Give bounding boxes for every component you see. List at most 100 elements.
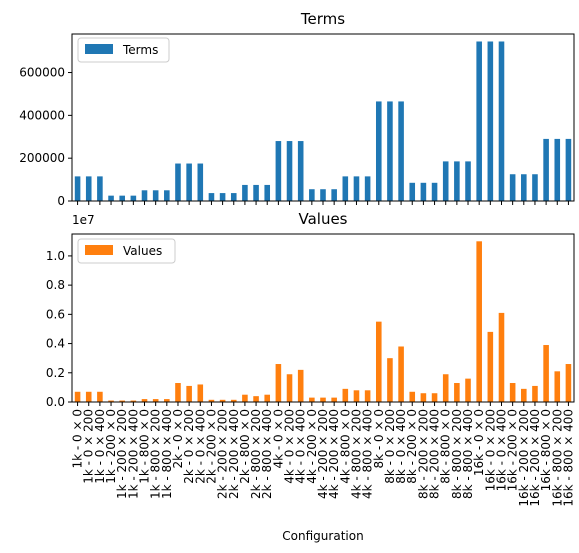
- x-tick-label: 4k - 0 × 200: [283, 409, 297, 484]
- values-bar: [521, 388, 527, 402]
- values-bar: [543, 345, 549, 402]
- terms-bar: [85, 176, 92, 201]
- terms-bar: [219, 193, 226, 201]
- values-bars: [74, 241, 572, 402]
- x-tick-label: 1k - 0 × 0: [71, 409, 85, 469]
- terms-legend-swatch: [85, 44, 113, 54]
- terms-y-tick-label: 600000: [19, 66, 65, 80]
- values-legend-label: Values: [123, 244, 162, 258]
- values-bar: [264, 394, 271, 402]
- terms-bar: [431, 182, 438, 201]
- terms-bar: [208, 193, 215, 201]
- values-bar: [375, 321, 382, 402]
- values-bar: [85, 391, 92, 402]
- values-bar: [387, 358, 393, 402]
- x-tick-label: 8k - 800 × 200: [450, 409, 464, 499]
- values-bar: [532, 385, 538, 402]
- terms-bar: [242, 184, 248, 201]
- values-bar: [342, 388, 349, 402]
- x-tick-label: 2k - 200 × 0: [204, 409, 218, 484]
- values-bar: [197, 384, 204, 402]
- x-tick-label: 1k - 0 × 200: [82, 409, 96, 484]
- terms-bar: [286, 141, 293, 201]
- values-bar: [208, 399, 215, 402]
- values-bar: [97, 391, 103, 402]
- values-bar: [242, 394, 248, 402]
- terms-bar: [130, 195, 137, 201]
- x-tick-label: 2k - 0 × 0: [171, 409, 185, 469]
- values-bar: [465, 378, 471, 402]
- values-y-ticks: 0.0 0.2 0.4 0.6 0.8 1.0: [46, 249, 72, 409]
- terms-bar: [74, 176, 81, 201]
- x-tick-label: 2k - 0 × 400: [193, 409, 207, 484]
- x-tick-label: 4k - 200 × 400: [327, 409, 341, 499]
- terms-bar: [532, 174, 538, 201]
- terms-bar: [264, 184, 271, 201]
- values-legend-swatch: [85, 245, 113, 255]
- values-bar: [219, 399, 226, 402]
- x-tick-label: 1k - 800 × 0: [138, 409, 152, 484]
- x-tick-label: 2k - 0 × 200: [182, 409, 196, 484]
- x-tick-label: 4k - 800 × 400: [361, 409, 375, 499]
- x-tick-label: 4k - 200 × 0: [305, 409, 319, 484]
- terms-bar: [152, 190, 159, 201]
- values-bar: [398, 346, 404, 402]
- terms-bar: [409, 182, 416, 201]
- terms-bar: [554, 138, 561, 201]
- values-bar: [420, 393, 427, 402]
- terms-legend: Terms: [77, 37, 170, 63]
- terms-bar: [454, 161, 460, 201]
- terms-bar: [230, 193, 237, 201]
- x-tick-label: 8k - 200 × 400: [428, 409, 442, 499]
- values-bar: [152, 399, 159, 402]
- values-y-tick-label: 0.6: [46, 307, 65, 321]
- terms-bar: [543, 138, 549, 201]
- x-tick-label: 2k - 800 × 0: [238, 409, 252, 484]
- values-bar: [509, 383, 516, 402]
- values-bar: [175, 383, 181, 402]
- terms-bar: [309, 189, 315, 201]
- values-bar: [487, 331, 494, 402]
- terms-bar: [108, 195, 114, 201]
- values-chart: Values 1e7 0.0 0.2 0.4 0.6 0.8 1.0 1k - 0 × 0…: [46, 210, 576, 543]
- values-bar: [186, 385, 192, 402]
- terms-bar: [342, 176, 349, 201]
- terms-bar: [398, 101, 404, 201]
- values-bar: [119, 400, 125, 402]
- x-tick-label: 1k - 0 × 400: [93, 409, 107, 484]
- values-offset-label: 1e7: [72, 213, 95, 227]
- terms-bar: [364, 176, 371, 201]
- values-bar: [554, 371, 561, 402]
- x-tick-label: 4k - 0 × 0: [271, 409, 285, 469]
- terms-bar: [141, 190, 148, 201]
- values-bar: [364, 390, 371, 402]
- x-tick-label: 16k - 800 × 200: [550, 409, 564, 507]
- x-tick-label: 2k - 800 × 200: [249, 409, 263, 499]
- x-tick-label: 1k - 200 × 400: [126, 409, 140, 499]
- values-bar: [74, 391, 81, 402]
- terms-y-tick-label: 0: [57, 194, 65, 208]
- terms-bar: [197, 163, 204, 201]
- values-bar: [230, 399, 237, 402]
- values-bar: [476, 241, 482, 402]
- values-y-tick-label: 0.8: [46, 278, 65, 292]
- terms-bar: [275, 141, 282, 201]
- x-tick-label: 16k - 200 × 200: [517, 409, 531, 507]
- x-tick-label: 16k - 200 × 400: [528, 409, 542, 507]
- terms-bar: [164, 190, 170, 201]
- terms-bar: [175, 163, 181, 201]
- x-tick-label: 8k - 800 × 0: [439, 409, 453, 484]
- x-tick-label: 1k - 200 × 200: [115, 409, 129, 499]
- terms-bar: [565, 138, 572, 201]
- x-tick-label: 16k - 0 × 0: [472, 409, 486, 476]
- values-bar: [409, 391, 416, 402]
- terms-bar: [476, 41, 482, 201]
- x-tick-label: 16k - 800 × 400: [561, 409, 575, 507]
- values-bar: [431, 393, 438, 402]
- values-bar: [286, 374, 293, 402]
- x-tick-label: 4k - 200 × 200: [316, 409, 330, 499]
- values-bar: [130, 400, 137, 402]
- values-bar: [164, 399, 170, 402]
- terms-y-tick-label: 200000: [19, 151, 65, 165]
